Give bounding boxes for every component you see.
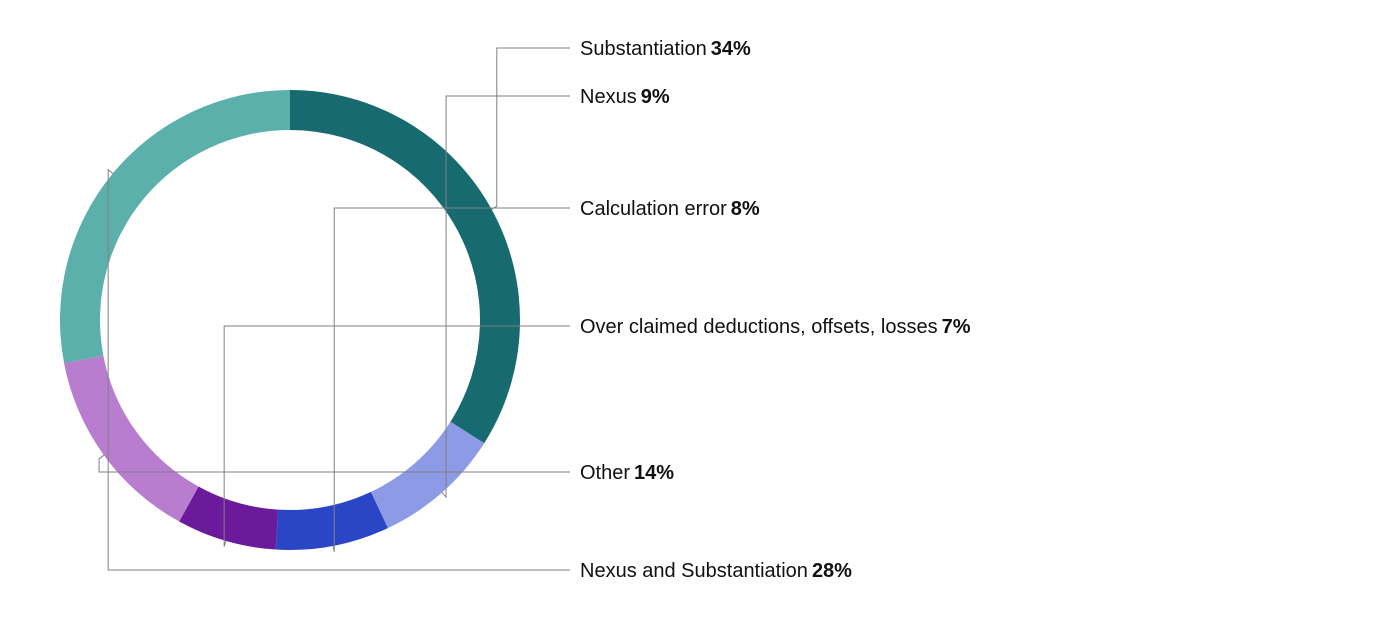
slice-label-value: 14% bbox=[634, 462, 674, 484]
donut-slice bbox=[290, 90, 520, 443]
slice-label: Over claimed deductions, offsets, losses… bbox=[580, 316, 970, 339]
slice-label-value: 7% bbox=[942, 316, 971, 338]
donut-slice bbox=[276, 492, 388, 550]
slice-label-value: 9% bbox=[641, 86, 670, 108]
donut-slice bbox=[64, 356, 198, 522]
slice-label-value: 28% bbox=[812, 560, 852, 582]
slice-label: Nexus9% bbox=[580, 86, 670, 109]
slice-label-text: Substantiation bbox=[580, 38, 707, 60]
donut-chart: Substantiation34% Nexus9% Calculation erro… bbox=[0, 0, 1378, 640]
slice-label: Other14% bbox=[580, 462, 674, 485]
slice-label-text: Calculation error bbox=[580, 198, 727, 220]
slice-label-value: 8% bbox=[731, 198, 760, 220]
leader-line bbox=[492, 48, 570, 209]
donut-slice bbox=[179, 486, 278, 549]
donut-slice bbox=[60, 90, 290, 363]
slice-label-text: Over claimed deductions, offsets, losses bbox=[580, 316, 938, 338]
donut-slice bbox=[371, 422, 484, 528]
slice-label: Nexus and Substantiation28% bbox=[580, 560, 852, 583]
slice-label-text: Nexus bbox=[580, 86, 637, 108]
slice-label: Substantiation34% bbox=[580, 38, 751, 61]
slice-label: Calculation error8% bbox=[580, 198, 760, 221]
slice-label-value: 34% bbox=[711, 38, 751, 60]
slice-label-text: Nexus and Substantiation bbox=[580, 560, 808, 582]
slice-label-text: Other bbox=[580, 462, 630, 484]
